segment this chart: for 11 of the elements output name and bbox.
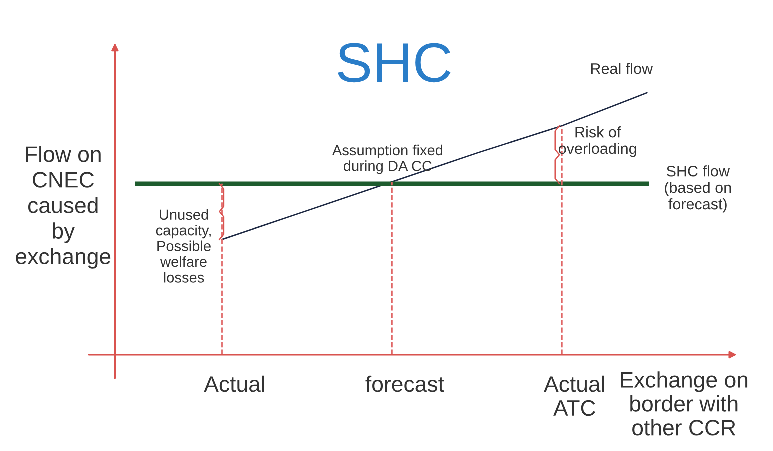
- annotation: Assumption fixed during DA CC: [332, 144, 443, 174]
- series-label: SHC flow (based on forecast): [665, 166, 732, 213]
- annotation: Unused capacity, Possible welfare losses: [156, 209, 211, 283]
- x-tick-label: Actual ATC: [544, 376, 604, 416]
- chart-title: SHC: [338, 43, 451, 83]
- x-tick-label: Actual: [204, 376, 264, 392]
- x-axis-title: Exchange on border with other CCR: [621, 372, 748, 436]
- series-label: Real flow: [591, 63, 654, 74]
- x-tick-label: forecast: [366, 376, 444, 392]
- annotation: Risk of overloading: [559, 126, 636, 158]
- y-axis-title: Flow on CNEC caused by exchange: [16, 146, 111, 269]
